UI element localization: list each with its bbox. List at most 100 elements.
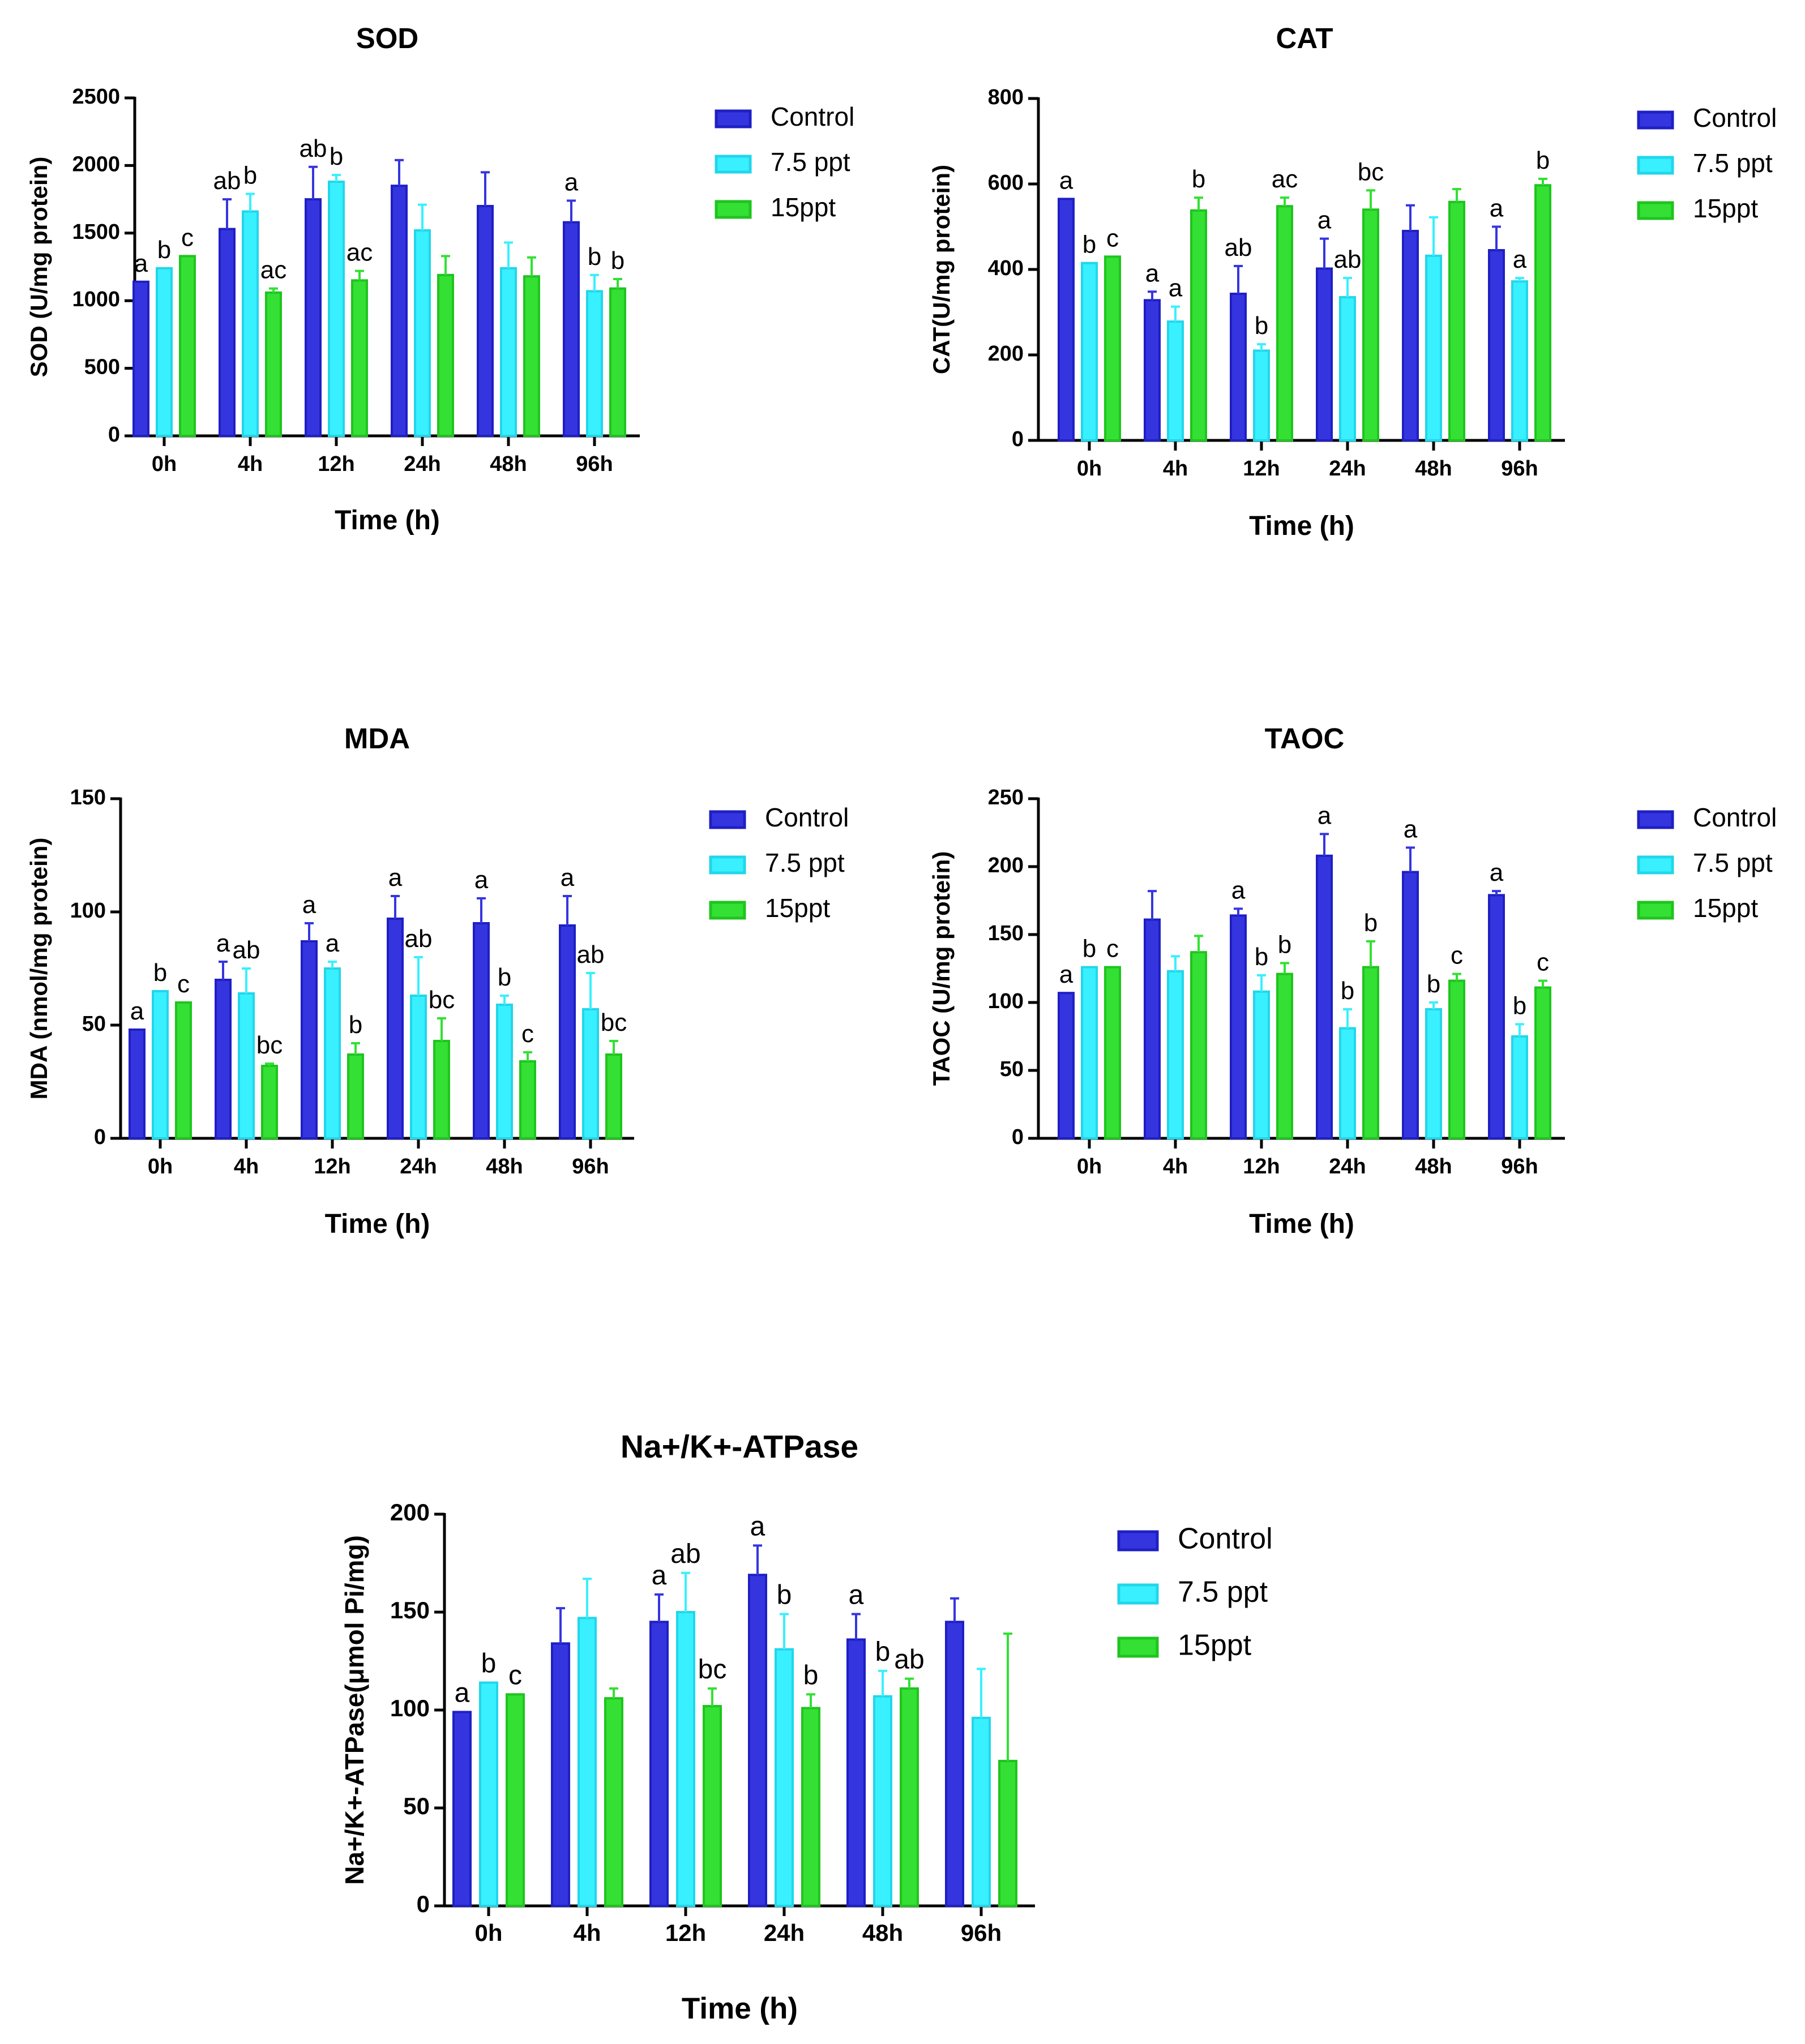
significance-letter: b [875, 1637, 891, 1667]
y-tick-label: 150 [70, 786, 106, 809]
bar [848, 1639, 865, 1906]
significance-letter: bc [601, 1009, 627, 1036]
significance-letter: b [1341, 977, 1354, 1005]
legend-label: Control [771, 102, 854, 131]
x-tick-label: 4h [1163, 457, 1188, 481]
bar [1231, 294, 1246, 440]
y-tick-label: 2000 [72, 152, 120, 176]
x-tick-label: 4h [1163, 1155, 1188, 1179]
x-tick-label: 48h [862, 1919, 903, 1946]
significance-letter: a [1059, 961, 1073, 988]
significance-letter: a [1231, 876, 1246, 904]
x-tick-label: 0h [148, 1155, 173, 1179]
legend-swatch [1119, 1585, 1157, 1603]
legend-label: 7.5 ppt [765, 848, 845, 877]
bar [478, 206, 493, 436]
bar [1340, 297, 1355, 440]
significance-letter: a [1490, 195, 1504, 222]
bar [1512, 281, 1527, 440]
y-tick-label: 600 [988, 171, 1024, 195]
significance-letter: ac [260, 256, 286, 284]
x-tick-label: 96h [1501, 457, 1538, 481]
x-tick-label: 0h [1077, 457, 1102, 481]
bar [243, 212, 258, 436]
significance-letter: a [1513, 246, 1527, 273]
significance-letter: b [1536, 147, 1550, 174]
bar [1363, 209, 1378, 440]
bar [434, 1041, 449, 1138]
y-axis-label: Na+/K+-ATPase(μmol Pi/mg) [340, 1535, 369, 1885]
bar [216, 980, 230, 1138]
x-tick-label: 12h [665, 1919, 706, 1946]
x-tick-label: 96h [576, 452, 613, 476]
bar [1449, 981, 1464, 1138]
significance-letter: b [1255, 943, 1268, 971]
y-tick-label: 100 [70, 899, 106, 923]
bar [1145, 300, 1160, 440]
bar [329, 182, 344, 436]
chart-cat: CAT CAT(U/mg protein) Time (h) 0 200 400 600 80… [902, 0, 1805, 651]
significance-letter: b [777, 1580, 792, 1610]
bar [302, 941, 316, 1138]
legend-swatch [1639, 812, 1673, 828]
bar [266, 293, 281, 436]
x-axis-label: Time (h) [325, 1209, 430, 1239]
y-tick-label: 2500 [72, 85, 120, 109]
bar [1426, 256, 1441, 440]
bar [524, 276, 539, 436]
significance-letter: a [388, 864, 403, 892]
x-tick-label: 24h [764, 1919, 805, 1946]
bar [134, 282, 148, 436]
y-tick-label: 400 [988, 256, 1024, 280]
significance-letter: bc [429, 986, 455, 1014]
significance-letter: a [1169, 275, 1183, 302]
significance-letter: ab [1334, 246, 1362, 273]
x-tick-label: 12h [318, 452, 354, 476]
x-tick-label: 4h [238, 452, 263, 476]
y-tick-label: 100 [988, 989, 1024, 1013]
y-axis-label: MDA (nmol/mg protein) [25, 838, 52, 1100]
bar [1535, 185, 1550, 440]
bar [583, 1009, 598, 1138]
x-tick-label: 24h [404, 452, 440, 476]
bar [325, 969, 340, 1138]
chart-title: CAT [1276, 22, 1333, 54]
legend-swatch [716, 202, 750, 217]
x-tick-label: 48h [1415, 457, 1452, 481]
y-tick-label: 0 [94, 1125, 106, 1149]
bar [874, 1696, 891, 1906]
y-tick-label: 50 [1000, 1057, 1024, 1081]
y-tick-label: 200 [988, 342, 1024, 366]
bar [1254, 992, 1269, 1138]
significance-letter: ab [405, 925, 433, 953]
significance-letter: b [498, 963, 511, 991]
bar [1489, 895, 1504, 1138]
significance-letter: ab [670, 1539, 700, 1569]
bar [901, 1689, 918, 1906]
bar [1449, 202, 1464, 440]
significance-letter: c [181, 224, 194, 251]
significance-letter: a [750, 1511, 765, 1541]
chart-taoc: TAOC TAOC (U/mg protein) Time (h) 0 50 100 150… [902, 679, 1805, 1359]
x-tick-label: 96h [1501, 1155, 1538, 1179]
bar [606, 1055, 621, 1138]
significance-letter: a [849, 1580, 864, 1610]
significance-letter: a [474, 866, 489, 894]
significance-letter: b [1083, 935, 1096, 963]
legend-label: 7.5 ppt [771, 147, 850, 177]
legend-swatch [711, 902, 745, 918]
significance-letter: b [1427, 970, 1440, 998]
x-tick-label: 24h [1329, 1155, 1366, 1179]
bar [973, 1718, 990, 1906]
bar [1403, 231, 1418, 440]
bar [1403, 872, 1418, 1138]
bar [501, 268, 516, 436]
significance-letter: a [1490, 859, 1504, 886]
legend-swatch [716, 111, 750, 127]
significance-letter: a [1145, 259, 1160, 287]
bar [560, 925, 575, 1138]
y-tick-label: 50 [403, 1793, 430, 1819]
bar [1340, 1029, 1355, 1138]
bar [1535, 988, 1550, 1138]
bar [454, 1712, 471, 1906]
